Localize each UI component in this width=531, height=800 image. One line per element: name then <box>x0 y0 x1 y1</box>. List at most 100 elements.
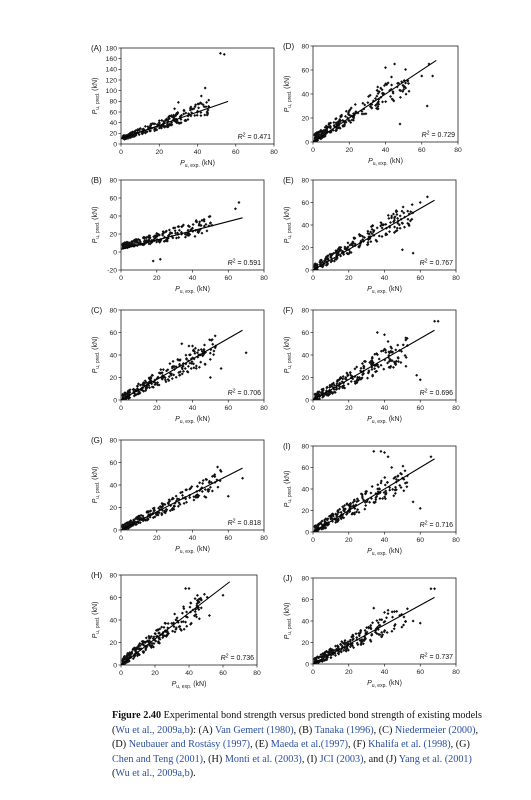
y-tick-label: 20 <box>301 640 309 647</box>
caption-citation[interactable]: Monti et al. (2003) <box>224 753 302 765</box>
data-point <box>392 627 396 631</box>
y-tick-label: 20 <box>301 375 309 382</box>
data-point <box>199 110 203 114</box>
data-point <box>375 94 379 98</box>
data-point <box>388 366 392 370</box>
caption-citation[interactable]: Neubauer and Rostásy (1997) <box>128 739 251 750</box>
data-point <box>153 515 157 519</box>
panel-letter: (D) <box>283 42 294 51</box>
data-point <box>336 517 340 521</box>
y-axis-label: Pu, pred. (kN) <box>92 602 101 639</box>
data-point <box>186 364 190 368</box>
data-point <box>323 128 327 132</box>
y-tick-label: 40 <box>301 91 309 98</box>
caption-citation[interactable]: Wu et al., 2009a,b <box>115 768 190 779</box>
x-axis-label: Pu, exp. (kN) <box>175 416 210 425</box>
x-axis-label: Pu, exp. (kN) <box>175 286 210 295</box>
panel-letter: (J) <box>283 574 293 583</box>
x-tick-label: 0 <box>311 537 315 544</box>
data-point <box>138 521 142 525</box>
caption-citation[interactable]: Chen and Teng (2001) <box>112 753 204 765</box>
data-point <box>138 644 142 648</box>
data-point <box>152 635 156 639</box>
data-point <box>182 607 186 611</box>
data-point <box>373 500 377 504</box>
y-axis-label-main: P <box>284 634 291 639</box>
data-points <box>313 62 435 142</box>
data-point <box>334 644 338 648</box>
x-tick-label: 60 <box>224 275 232 282</box>
y-axis-label: Pu, pred. (kN) <box>284 337 293 374</box>
data-point <box>367 94 371 98</box>
data-point <box>349 121 353 125</box>
data-point <box>157 506 161 510</box>
data-point <box>146 510 150 514</box>
data-point <box>135 515 139 519</box>
data-point <box>197 102 201 106</box>
caption-citation[interactable]: Yang et al. (2001) <box>398 753 472 765</box>
data-points <box>121 51 226 141</box>
data-point <box>319 653 323 657</box>
panel-letter: (I) <box>283 442 291 451</box>
data-point <box>208 376 212 379</box>
data-point <box>324 257 328 261</box>
r-squared-exponent: 2 <box>233 259 236 265</box>
caption-citation[interactable]: Maeda et al.(1997) <box>270 739 348 750</box>
data-point <box>375 364 379 368</box>
data-point <box>337 387 341 391</box>
caption-citation[interactable]: Niedermeier (2000) <box>394 724 476 736</box>
y-axis-label-sub: u, pred. <box>95 222 101 239</box>
data-point <box>350 635 354 639</box>
data-point <box>200 231 204 235</box>
x-tick-label: 0 <box>119 275 123 282</box>
data-point <box>207 104 211 108</box>
data-point <box>121 523 125 527</box>
data-point <box>325 658 329 662</box>
data-point <box>147 238 151 242</box>
x-tick-label: 40 <box>381 275 389 282</box>
data-points <box>313 319 440 400</box>
panel-letter: (E) <box>283 176 294 185</box>
x-tick-label: 40 <box>185 670 193 677</box>
data-point <box>350 241 354 245</box>
data-point <box>390 83 394 87</box>
data-point <box>200 349 204 353</box>
data-point <box>201 481 205 485</box>
data-point <box>221 593 225 597</box>
data-point <box>371 224 375 228</box>
data-point <box>161 504 165 508</box>
caption-citation[interactable]: Van Gemert (1980) <box>214 724 294 736</box>
data-point <box>327 121 331 125</box>
data-point <box>404 338 408 342</box>
data-point <box>128 390 132 394</box>
data-point <box>173 229 177 233</box>
data-point <box>380 235 384 239</box>
data-point <box>375 331 379 334</box>
data-point <box>329 260 333 264</box>
data-point <box>172 115 176 119</box>
caption-citation[interactable]: Wu et al., 2009a,b <box>115 724 190 736</box>
y-tick-label: 60 <box>301 597 309 604</box>
data-point <box>344 648 348 652</box>
caption-citation[interactable]: Tanaka (1996) <box>314 724 374 736</box>
data-point <box>395 609 399 613</box>
x-tick-label: 0 <box>311 405 315 412</box>
data-point <box>197 494 201 498</box>
x-tick-label: 20 <box>345 537 353 544</box>
x-tick-label: 60 <box>418 147 426 154</box>
data-point <box>193 351 197 355</box>
caption-citation[interactable]: JCI (2003) <box>319 753 364 765</box>
data-point <box>324 526 328 530</box>
y-axis-label-main: P <box>92 633 99 638</box>
data-point <box>131 130 135 134</box>
data-point <box>188 496 192 500</box>
data-point <box>392 476 396 480</box>
caption-citation[interactable]: Khalifa et al. (1998) <box>368 739 451 750</box>
data-point <box>364 504 368 508</box>
data-point <box>355 379 359 383</box>
r-squared-exponent: 2 <box>425 259 428 265</box>
data-point <box>141 519 145 523</box>
data-point <box>345 502 349 506</box>
data-point <box>213 334 217 338</box>
